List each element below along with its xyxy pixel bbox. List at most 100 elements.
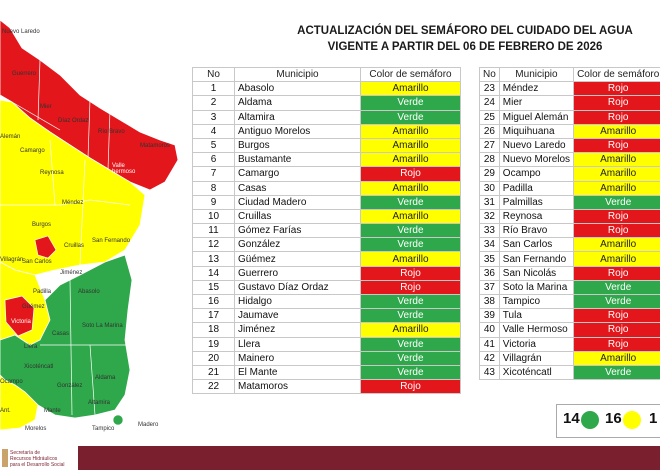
row-semaforo-color: Amarillo (360, 208, 461, 225)
row-municipio: Tampico (498, 293, 575, 310)
table-row: 7 Camargo Rojo (192, 166, 461, 182)
row-semaforo-color: Amarillo (360, 137, 461, 154)
row-municipio: Palmillas (498, 194, 575, 210)
verde-dot-icon (581, 411, 599, 429)
row-municipio: Gómez Farías (234, 223, 361, 239)
row-semaforo-color: Rojo (573, 109, 660, 125)
row-semaforo-color: Rojo (360, 279, 461, 296)
row-municipio: Hidalgo (234, 293, 361, 310)
count-amarillo: 16 (605, 410, 622, 427)
table-row: 33 Río Bravo Rojo (479, 223, 660, 239)
table-row: 4 Antiguo Morelos Amarillo (192, 123, 461, 139)
header-color: Color de semáforo (573, 66, 660, 83)
color-counts-box: 14 16 1 (556, 404, 660, 438)
header-municipio: Municipio (234, 66, 361, 83)
row-semaforo-color: Rojo (573, 137, 660, 154)
row-number: 6 (192, 152, 235, 168)
row-municipio: Miquihuana (498, 123, 575, 139)
row-semaforo-color: Verde (360, 109, 461, 125)
row-municipio: Guerrero (234, 265, 361, 281)
row-semaforo-color: Verde (360, 293, 461, 310)
map-label-aldama: Aldama (95, 375, 116, 381)
row-municipio: Tula (498, 308, 575, 324)
row-semaforo-color: Verde (360, 223, 461, 239)
table-row: 27 Nuevo Laredo Rojo (479, 137, 660, 154)
row-number: 27 (479, 137, 500, 154)
row-number: 28 (479, 152, 500, 168)
map-label-morelos: Morelos (25, 426, 47, 432)
footer-line-3: para el Desarrollo Social (10, 461, 65, 468)
map-label-mante: Mante (44, 408, 61, 414)
table-row: 1 Abasolo Amarillo (192, 81, 461, 97)
row-number: 40 (479, 322, 500, 338)
table-row: 9 Ciudad Madero Verde (192, 194, 461, 210)
map-label-guemez: Güémez (22, 304, 45, 310)
row-number: 14 (192, 265, 235, 281)
row-semaforo-color: Amarillo (573, 251, 660, 267)
map-label-cruillas: Cruillas (64, 243, 85, 249)
row-semaforo-color: Verde (360, 194, 461, 210)
row-number: 26 (479, 123, 500, 139)
row-semaforo-color: Amarillo (573, 123, 660, 139)
government-emblem-icon (2, 449, 8, 467)
row-semaforo-color: Verde (360, 350, 461, 366)
map-label-jimenez: Jiménez (60, 270, 83, 276)
map-label-soto-la-marina: Soto La Marina (82, 323, 123, 329)
table-row: 13 Güémez Amarillo (192, 251, 461, 267)
footer-logo (0, 446, 78, 470)
map-label-san-fernando: San Fernando (92, 238, 131, 244)
row-municipio: Río Bravo (498, 223, 575, 239)
footer-line-1: Secretaría de (10, 450, 41, 456)
table-row: 29 Ocampo Amarillo (479, 166, 660, 182)
row-municipio: Casas (234, 180, 361, 196)
map-label-valle-hermoso: Valle hermoso (112, 163, 136, 175)
row-semaforo-color: Amarillo (573, 180, 660, 196)
map-shapes (0, 19, 179, 431)
map-label-ocampo: Ocampo (0, 379, 23, 385)
table-row: 10 Cruillas Amarillo (192, 208, 461, 225)
map-label-casas: Casas (52, 331, 70, 337)
row-municipio: Matamoros (234, 379, 361, 395)
table-row: 36 San Nicolás Rojo (479, 265, 660, 281)
map-label-rio-bravo: Río Bravo (98, 129, 125, 135)
row-municipio: Xicoténcatl (498, 364, 575, 381)
table-row: 22 Matamoros Rojo (192, 379, 461, 395)
row-municipio: Cruillas (234, 208, 361, 225)
row-number: 10 (192, 208, 235, 225)
row-semaforo-color: Rojo (573, 95, 660, 111)
row-semaforo-color: Amarillo (360, 180, 461, 196)
row-number: 36 (479, 265, 500, 281)
table-row: 19 Llera Verde (192, 336, 461, 352)
table-row: 16 Hidalgo Verde (192, 293, 461, 310)
row-semaforo-color: Rojo (573, 208, 660, 225)
map-label-madero: Madero (138, 422, 159, 428)
table-row: 34 San Carlos Amarillo (479, 237, 660, 253)
row-number: 17 (192, 308, 235, 324)
row-municipio: El Mante (234, 364, 361, 381)
header-no: No (479, 66, 500, 83)
table-row: 38 Tampico Verde (479, 293, 660, 310)
row-semaforo-color: Amarillo (360, 152, 461, 168)
row-number: 2 (192, 95, 235, 111)
map-label-guerrero: Guerrero (12, 71, 37, 77)
table-row: 39 Tula Rojo (479, 308, 660, 324)
row-municipio: Villagrán (498, 350, 575, 366)
table-row: 18 Jiménez Amarillo (192, 322, 461, 338)
row-semaforo-color: Amarillo (573, 350, 660, 366)
map-label-camargo: Camargo (20, 148, 45, 154)
row-number: 29 (479, 166, 500, 182)
table-row: 20 Mainero Verde (192, 350, 461, 366)
footer-bar (0, 446, 660, 470)
row-number: 33 (479, 223, 500, 239)
row-municipio: Méndez (498, 81, 575, 97)
row-municipio: Mainero (234, 350, 361, 366)
row-semaforo-color: Verde (360, 308, 461, 324)
row-semaforo-color: Amarillo (573, 166, 660, 182)
row-number: 11 (192, 223, 235, 239)
map-label-altamira: Altamira (88, 400, 111, 406)
table-row: 3 Altamira Verde (192, 109, 461, 125)
row-number: 42 (479, 350, 500, 366)
map-label-san-carlos: San Carlos (22, 259, 52, 265)
table-row: 31 Palmillas Verde (479, 194, 660, 210)
header-municipio: Municipio (498, 66, 575, 83)
